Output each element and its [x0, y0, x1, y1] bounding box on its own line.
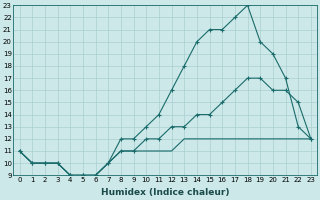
X-axis label: Humidex (Indice chaleur): Humidex (Indice chaleur) [101, 188, 229, 197]
